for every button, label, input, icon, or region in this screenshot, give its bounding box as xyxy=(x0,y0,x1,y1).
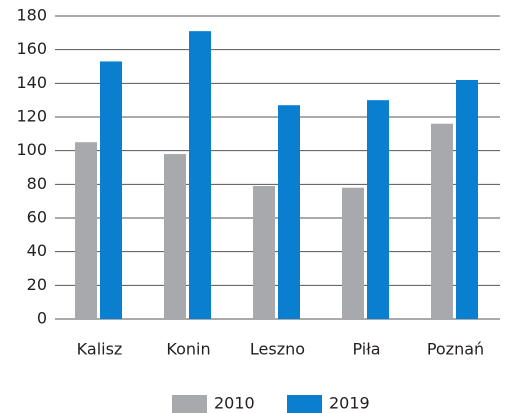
bar xyxy=(100,61,122,319)
y-tick-label: 20 xyxy=(27,275,47,294)
x-tick-label: Kalisz xyxy=(77,340,123,359)
bar xyxy=(253,186,275,319)
bar xyxy=(456,79,478,319)
y-tick-label: 140 xyxy=(16,73,47,92)
bar xyxy=(278,105,300,319)
y-tick-label: 80 xyxy=(27,174,47,193)
legend-label: 2019 xyxy=(329,394,370,413)
x-tick-label: Poznań xyxy=(427,340,484,359)
x-tick-label: Leszno xyxy=(250,340,305,359)
legend-swatch xyxy=(287,395,322,413)
y-tick-label: 100 xyxy=(16,140,47,159)
y-tick-label: 180 xyxy=(16,6,47,25)
x-tick-label: Piła xyxy=(352,340,380,359)
legend-swatch xyxy=(172,395,207,413)
bar xyxy=(342,187,364,319)
bar xyxy=(367,100,389,320)
bar xyxy=(164,154,186,319)
bar xyxy=(189,31,211,320)
x-tick-label: Konin xyxy=(166,340,210,359)
y-tick-label: 60 xyxy=(27,208,47,227)
y-tick-label: 0 xyxy=(37,309,47,328)
y-tick-label: 120 xyxy=(16,107,47,126)
y-tick-label: 40 xyxy=(27,241,47,260)
y-tick-label: 160 xyxy=(16,39,47,58)
bar xyxy=(75,142,97,319)
legend-label: 2010 xyxy=(214,394,255,413)
bar xyxy=(431,123,453,319)
